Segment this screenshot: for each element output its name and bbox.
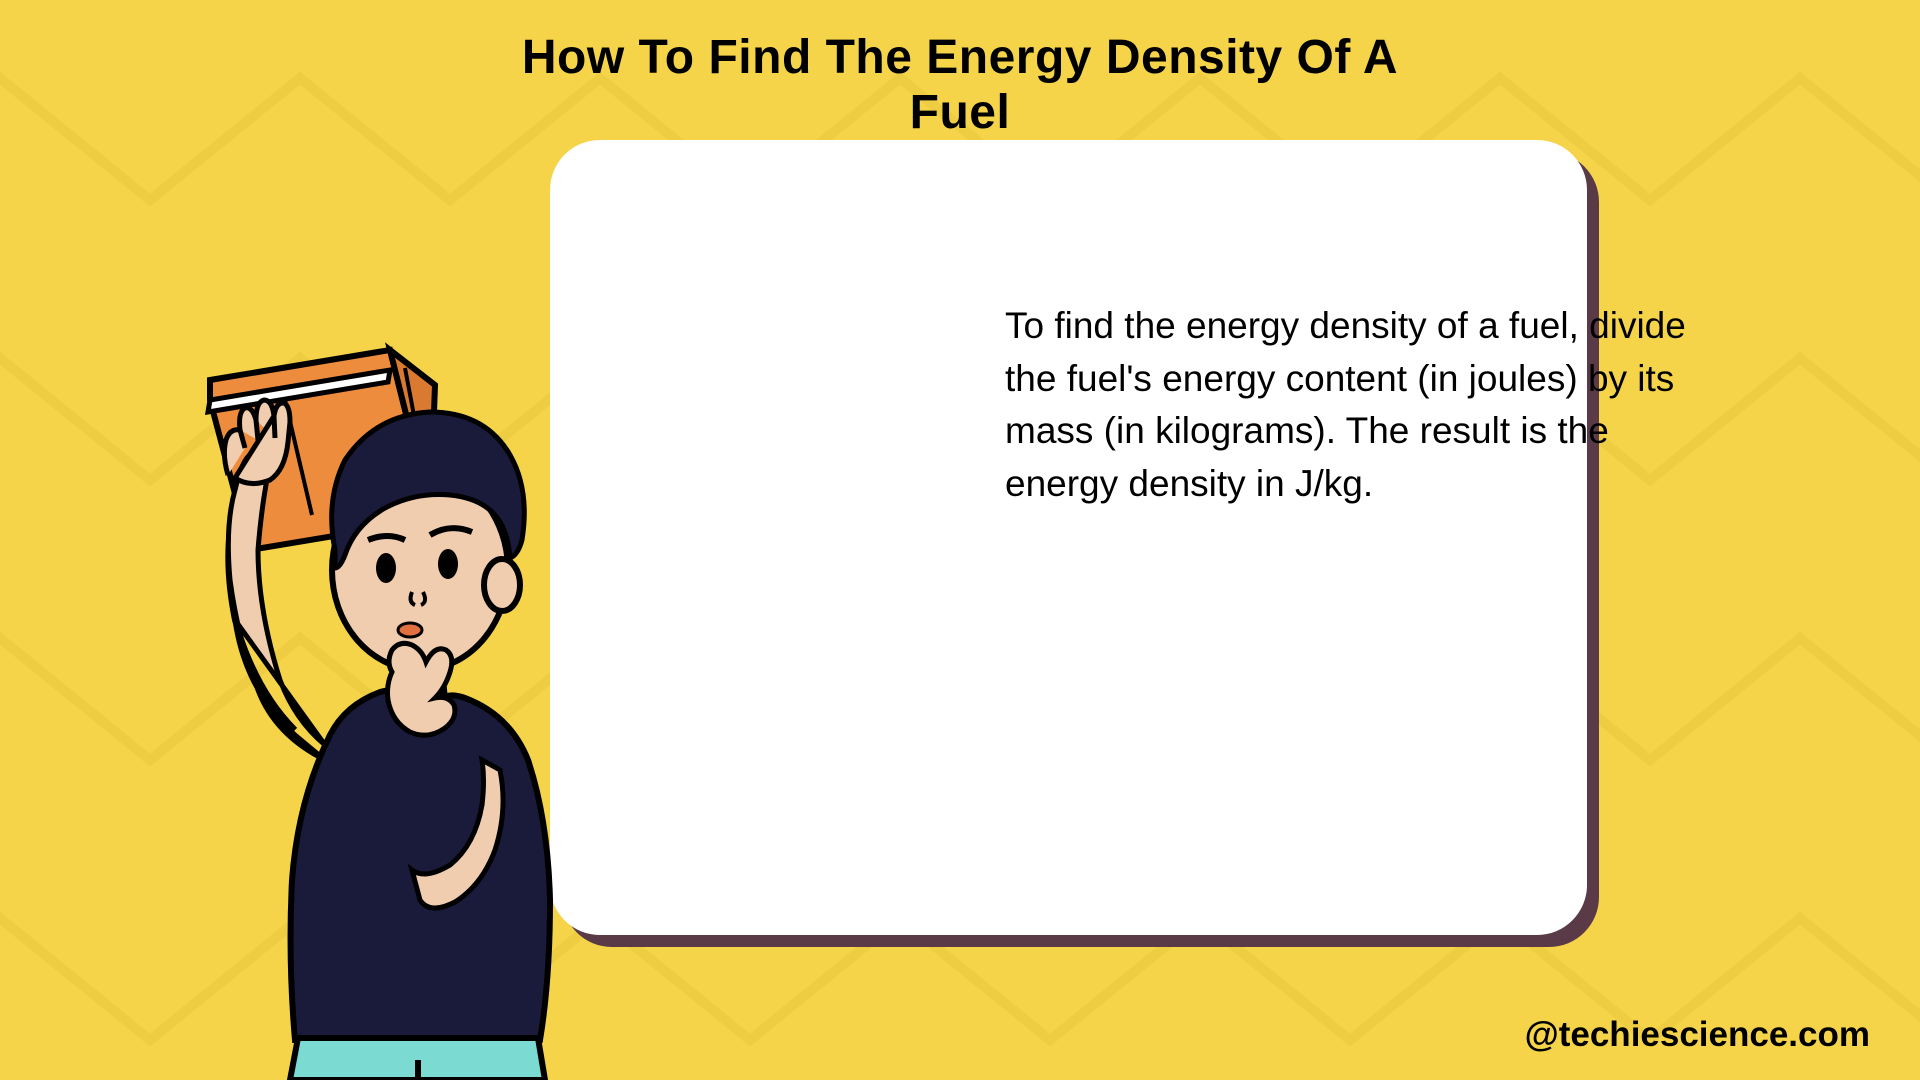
- info-card: [550, 140, 1587, 935]
- head: [332, 412, 525, 670]
- attribution-text: @techiescience.com: [1525, 1015, 1870, 1055]
- thinking-person-illustration: [130, 340, 590, 1080]
- card-text: To find the energy density of a fuel, di…: [1005, 300, 1725, 510]
- right-hand: [388, 643, 455, 735]
- page-title: How To Find The Energy Density Of A Fuel: [480, 30, 1440, 140]
